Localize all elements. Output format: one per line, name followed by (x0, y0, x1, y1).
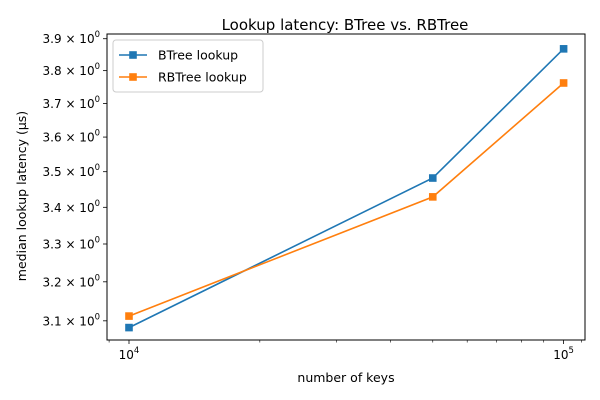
axes-frame (106, 33, 586, 341)
data-point (428, 193, 437, 201)
y-tick-label: 3.3 × 100 (43, 235, 100, 251)
x-tick-label: 105 (553, 346, 574, 362)
x-axis-title: number of keys (297, 370, 394, 385)
y-tick-label: 3.4 × 100 (43, 199, 100, 215)
data-point (428, 174, 437, 182)
y-tick-label: 3.2 × 100 (43, 273, 100, 289)
legend-swatch-marker (129, 51, 137, 59)
y-tick-label: 3.5 × 100 (43, 163, 100, 179)
y-axis-title: median lookup latency (µs) (14, 111, 29, 281)
y-tick-label: 3.1 × 100 (43, 312, 100, 328)
legend-swatch-marker (129, 73, 137, 81)
data-point (125, 323, 133, 332)
legend-label: BTree lookup (158, 48, 238, 63)
y-tick-label: 3.9 × 100 (43, 30, 100, 46)
data-point (559, 45, 568, 53)
y-tick-label: 3.8 × 100 (43, 62, 100, 78)
series-layer (125, 45, 568, 332)
legend-label: RBTree lookup (158, 70, 247, 85)
y-tick-label: 3.6 × 100 (43, 129, 100, 145)
y-tick-label: 3.7 × 100 (43, 95, 100, 111)
x-tick-label: 104 (119, 346, 140, 362)
data-point (559, 79, 568, 87)
chart-title: Lookup latency: BTree vs. RBTree (222, 16, 469, 34)
legend: BTree lookup RBTree lookup (112, 39, 264, 93)
legend-box (112, 39, 264, 93)
data-point (125, 312, 133, 320)
y-axis-ticks: 3.1 × 100 3.2 × 100 3.3 × 100 3.4 × 100 3.5 … (43, 30, 107, 328)
